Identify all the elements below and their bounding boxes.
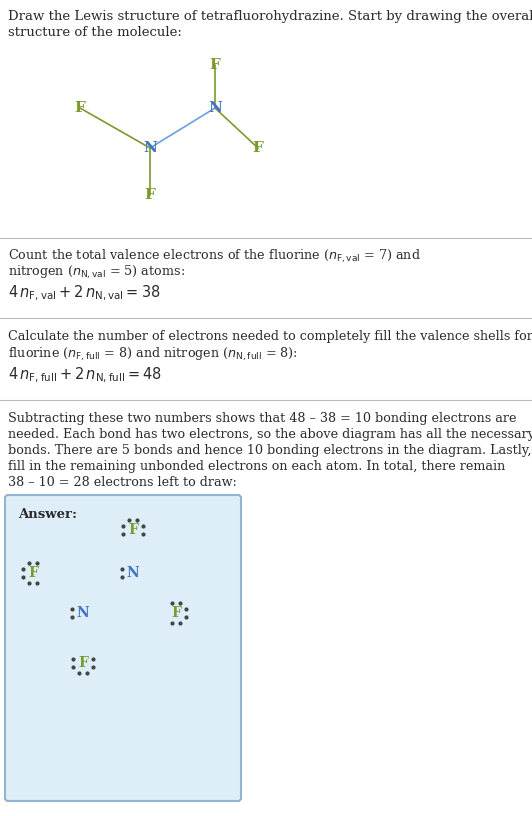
Text: Subtracting these two numbers shows that 48 – 38 = 10 bonding electrons are: Subtracting these two numbers shows that…	[8, 412, 517, 425]
Text: needed. Each bond has two electrons, so the above diagram has all the necessary: needed. Each bond has two electrons, so …	[8, 428, 532, 441]
Text: F: F	[78, 656, 88, 670]
Text: N: N	[208, 101, 222, 115]
Text: Answer:: Answer:	[18, 508, 77, 521]
Text: F: F	[210, 58, 220, 72]
Text: F: F	[28, 566, 38, 580]
Text: Calculate the number of electrons needed to completely fill the valence shells f: Calculate the number of electrons needed…	[8, 330, 532, 343]
Text: $4\,n_{\mathrm{F,full}} + 2\,n_{\mathrm{N,full}} = 48$: $4\,n_{\mathrm{F,full}} + 2\,n_{\mathrm{…	[8, 366, 162, 385]
Text: nitrogen ($n_{\mathrm{N,val}}$ = 5) atoms:: nitrogen ($n_{\mathrm{N,val}}$ = 5) atom…	[8, 264, 185, 282]
Text: N: N	[127, 566, 139, 580]
Text: Draw the Lewis structure of tetrafluorohydrazine. Start by drawing the overall: Draw the Lewis structure of tetrafluoroh…	[8, 10, 532, 23]
Text: fill in the remaining unbonded electrons on each atom. In total, there remain: fill in the remaining unbonded electrons…	[8, 460, 505, 473]
Text: F: F	[74, 101, 86, 115]
Text: F: F	[145, 188, 155, 202]
Text: Count the total valence electrons of the fluorine ($n_{\mathrm{F,val}}$ = 7) and: Count the total valence electrons of the…	[8, 248, 421, 265]
Text: fluorine ($n_{\mathrm{F,full}}$ = 8) and nitrogen ($n_{\mathrm{N,full}}$ = 8):: fluorine ($n_{\mathrm{F,full}}$ = 8) and…	[8, 346, 298, 363]
Text: N: N	[77, 606, 89, 620]
FancyBboxPatch shape	[5, 495, 241, 801]
Text: F: F	[128, 523, 138, 537]
Text: N: N	[143, 141, 157, 155]
Text: $4\,n_{\mathrm{F,val}} + 2\,n_{\mathrm{N,val}} = 38$: $4\,n_{\mathrm{F,val}} + 2\,n_{\mathrm{N…	[8, 284, 161, 304]
Text: F: F	[253, 141, 263, 155]
Text: 38 – 10 = 28 electrons left to draw:: 38 – 10 = 28 electrons left to draw:	[8, 476, 237, 489]
Text: F: F	[171, 606, 181, 620]
Text: bonds. There are 5 bonds and hence 10 bonding electrons in the diagram. Lastly,: bonds. There are 5 bonds and hence 10 bo…	[8, 444, 531, 457]
Text: structure of the molecule:: structure of the molecule:	[8, 26, 182, 39]
